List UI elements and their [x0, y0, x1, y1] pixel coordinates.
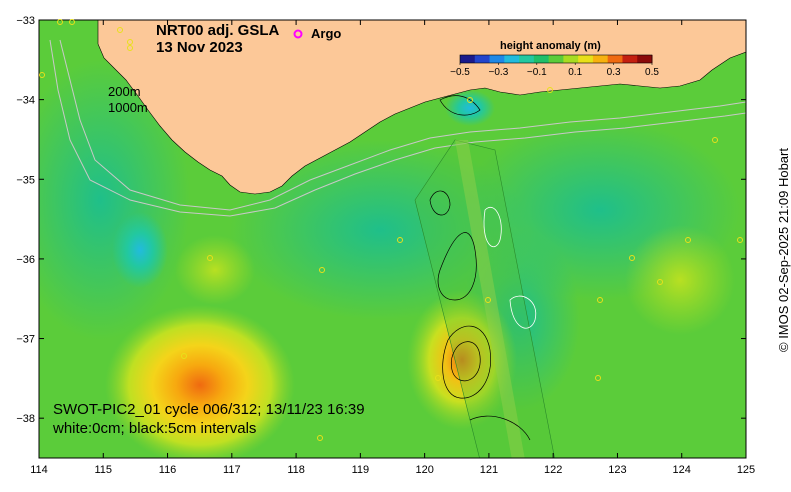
argo-float-marker — [39, 72, 45, 78]
colorbar-tick-label: 0.1 — [568, 67, 582, 78]
colorbar: −0.5 −0.3 −0.1 0.1 0.3 0.5 — [450, 54, 659, 78]
argo-float-marker — [69, 19, 75, 25]
y-tick-label: −36 — [16, 254, 35, 266]
caption-line-1: SWOT-PIC2_01 cycle 006/312; 13/11/23 16:… — [53, 401, 365, 418]
argo-float-marker — [547, 87, 553, 93]
argo-float-marker — [629, 255, 635, 261]
colorbar-segment — [607, 55, 623, 63]
isobath-labels: 200m 1000m — [108, 84, 148, 116]
argo-float-marker — [207, 255, 213, 261]
colorbar-segment — [504, 55, 520, 63]
x-tick-label: 124 — [673, 464, 691, 476]
argo-float-marker — [319, 267, 325, 273]
x-tick-label: 125 — [737, 464, 755, 476]
x-tick-label: 122 — [544, 464, 562, 476]
argo-float-marker — [657, 279, 663, 285]
credit-text: © IMOS 02-Sep-2025 21:09 Hobart — [776, 148, 791, 352]
isobath-200m — [59, 39, 746, 211]
colorbar-segment — [637, 55, 653, 63]
plot-frame — [38, 19, 747, 459]
argo-legend-marker — [293, 29, 303, 39]
colorbar-segment — [460, 55, 476, 63]
x-tick-label: 117 — [223, 464, 241, 476]
land-mass — [97, 20, 746, 195]
argo-float-marker — [117, 27, 123, 33]
map-title: NRT00 adj. GSLA 13 Nov 2023 — [156, 22, 279, 56]
argo-float-marker — [435, 375, 441, 381]
colorbar-segment — [519, 55, 535, 63]
x-axis: 114 115 116 117 118 119 120 121 122 123 124 125 — [30, 20, 755, 476]
x-tick-label: 119 — [352, 464, 370, 476]
title-line-2: 13 Nov 2023 — [156, 39, 243, 56]
isobath-1000m-label: 1000m — [108, 100, 148, 115]
x-tick-label: 123 — [608, 464, 626, 476]
isobath-200m-label: 200m — [108, 84, 141, 99]
argo-float-marker — [317, 435, 323, 441]
argo-float-marker — [467, 97, 473, 103]
colorbar-tick-label: −0.1 — [527, 67, 547, 78]
argo-floats — [39, 19, 743, 441]
colorbar-segment — [548, 55, 564, 63]
colorbar-segment — [474, 55, 491, 63]
isobath-1000m — [49, 39, 746, 217]
x-tick-label: 118 — [287, 464, 305, 476]
colorbar-segment — [622, 55, 638, 63]
caption-line-2: white:0cm; black:5cm intervals — [53, 420, 257, 437]
argo-legend-label: Argo — [311, 26, 342, 41]
y-tick-label: −33 — [16, 15, 35, 27]
colorbar-segment — [563, 55, 579, 63]
colorbar-tick-label: 0.5 — [645, 67, 659, 78]
colorbar-segment — [489, 55, 505, 63]
x-tick-label: 114 — [30, 464, 48, 476]
colorbar-segment — [578, 55, 594, 63]
argo-float-marker — [127, 39, 133, 45]
argo-float-marker — [712, 137, 718, 143]
title-line-1: NRT00 adj. GSLA — [156, 22, 280, 39]
colorbar-tick-label: 0.3 — [607, 67, 621, 78]
x-tick-label: 115 — [94, 464, 112, 476]
y-tick-label: −37 — [16, 334, 35, 346]
x-tick-label: 121 — [480, 464, 498, 476]
x-tick-label: 116 — [159, 464, 177, 476]
argo-float-marker — [737, 237, 743, 243]
y-axis: −33 −34 −35 −36 −37 −38 — [16, 15, 746, 425]
argo-float-marker — [397, 237, 403, 243]
colorbar-title: height anomaly (m) — [500, 40, 601, 52]
colorbar-segment — [592, 55, 609, 63]
swath-caption: SWOT-PIC2_01 cycle 006/312; 13/11/23 16:… — [53, 400, 365, 438]
argo-float-marker — [595, 375, 601, 381]
argo-float-marker — [685, 237, 691, 243]
argo-float-marker — [127, 45, 133, 51]
swot-swath — [414, 95, 555, 458]
argo-float-marker — [485, 297, 491, 303]
argo-float-marker — [597, 297, 603, 303]
y-tick-label: −34 — [16, 95, 35, 107]
x-tick-label: 120 — [415, 464, 433, 476]
colorbar-tick-label: −0.5 — [450, 67, 470, 78]
y-tick-label: −35 — [16, 174, 35, 186]
argo-float-marker — [181, 353, 187, 359]
colorbar-tick-label: −0.3 — [489, 67, 509, 78]
colorbar-segment — [533, 55, 550, 63]
argo-float-marker — [57, 19, 63, 25]
y-tick-label: −38 — [16, 413, 35, 425]
